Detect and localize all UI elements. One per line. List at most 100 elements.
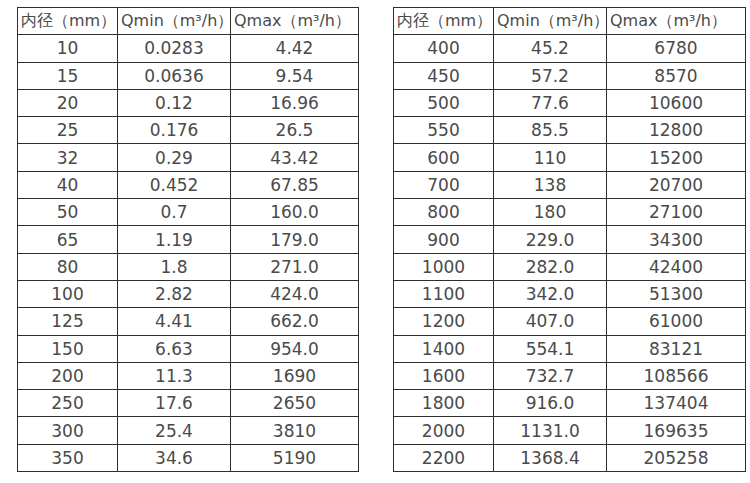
- table-row: 100.02834.42: [18, 35, 359, 62]
- column-header: Qmin（m³/h）: [118, 8, 231, 35]
- table-cell: 1400: [394, 335, 494, 362]
- table-cell: 180: [494, 199, 607, 226]
- table-cell: 137404: [607, 390, 746, 417]
- table-cell: 15200: [607, 144, 746, 171]
- table-row: 20001131.0169635: [394, 417, 746, 444]
- table-cell: 65: [18, 226, 118, 253]
- table-row: 30025.43810: [18, 417, 359, 444]
- table-cell: 424.0: [231, 280, 359, 307]
- table-cell: 407.0: [494, 308, 607, 335]
- table-cell: 40: [18, 171, 118, 198]
- table-cell: 0.7: [118, 199, 231, 226]
- table-cell: 1131.0: [494, 417, 607, 444]
- table-cell: 900: [394, 226, 494, 253]
- table-cell: 800: [394, 199, 494, 226]
- table-cell: 34300: [607, 226, 746, 253]
- column-header: 内径（mm）: [394, 8, 494, 35]
- table-row: 1254.41662.0: [18, 308, 359, 335]
- table-cell: 83121: [607, 335, 746, 362]
- table-cell: 32: [18, 144, 118, 171]
- table-cell: 16.96: [231, 89, 359, 116]
- table-cell: 600: [394, 144, 494, 171]
- column-header: Qmax（m³/h）: [607, 8, 746, 35]
- table-row: 1002.82424.0: [18, 280, 359, 307]
- table-cell: 15: [18, 62, 118, 89]
- table-cell: 57.2: [494, 62, 607, 89]
- table-cell: 108566: [607, 362, 746, 389]
- table-cell: 205258: [607, 444, 746, 471]
- table-row: 200.1216.96: [18, 89, 359, 116]
- table-row: 80018027100: [394, 199, 746, 226]
- table-cell: 3810: [231, 417, 359, 444]
- table-cell: 10600: [607, 89, 746, 116]
- table-cell: 450: [394, 62, 494, 89]
- table-row: 1100342.051300: [394, 280, 746, 307]
- table-cell: 732.7: [494, 362, 607, 389]
- table-row: 1506.63954.0: [18, 335, 359, 362]
- table-cell: 0.12: [118, 89, 231, 116]
- column-header: Qmin（m³/h）: [494, 8, 607, 35]
- table-cell: 4.41: [118, 308, 231, 335]
- table-cell: 342.0: [494, 280, 607, 307]
- table-row: 50077.610600: [394, 89, 746, 116]
- table-cell: 1200: [394, 308, 494, 335]
- table-row: 1400554.183121: [394, 335, 746, 362]
- table-row: 60011015200: [394, 144, 746, 171]
- table-cell: 350: [18, 444, 118, 471]
- table-cell: 67.85: [231, 171, 359, 198]
- table-cell: 25.4: [118, 417, 231, 444]
- table-row: 55085.512800: [394, 117, 746, 144]
- table-row: 900229.034300: [394, 226, 746, 253]
- table-cell: 1.19: [118, 226, 231, 253]
- table-cell: 2200: [394, 444, 494, 471]
- table-row: 22001368.4205258: [394, 444, 746, 471]
- table-cell: 11.3: [118, 362, 231, 389]
- table-cell: 1600: [394, 362, 494, 389]
- table-row: 1800916.0137404: [394, 390, 746, 417]
- table-cell: 0.452: [118, 171, 231, 198]
- table-cell: 125: [18, 308, 118, 335]
- table-cell: 85.5: [494, 117, 607, 144]
- table-cell: 400: [394, 35, 494, 62]
- table-cell: 0.0636: [118, 62, 231, 89]
- table-cell: 9.54: [231, 62, 359, 89]
- table-cell: 550: [394, 117, 494, 144]
- table-cell: 282.0: [494, 253, 607, 280]
- table-cell: 271.0: [231, 253, 359, 280]
- table-cell: 2.82: [118, 280, 231, 307]
- table-row: 1200407.061000: [394, 308, 746, 335]
- table-cell: 43.42: [231, 144, 359, 171]
- table-cell: 554.1: [494, 335, 607, 362]
- table-cell: 77.6: [494, 89, 607, 116]
- table-cell: 110: [494, 144, 607, 171]
- table-row: 20011.31690: [18, 362, 359, 389]
- table-cell: 0.29: [118, 144, 231, 171]
- table-cell: 150: [18, 335, 118, 362]
- table-cell: 662.0: [231, 308, 359, 335]
- table-cell: 80: [18, 253, 118, 280]
- table-cell: 0.176: [118, 117, 231, 144]
- table-row: 40045.26780: [394, 35, 746, 62]
- table-cell: 160.0: [231, 199, 359, 226]
- table-cell: 17.6: [118, 390, 231, 417]
- table-cell: 1000: [394, 253, 494, 280]
- table-cell: 179.0: [231, 226, 359, 253]
- table-cell: 2000: [394, 417, 494, 444]
- table-cell: 5190: [231, 444, 359, 471]
- table-cell: 100: [18, 280, 118, 307]
- column-header: Qmax（m³/h）: [231, 8, 359, 35]
- page: 内径（mm）Qmin（m³/h）Qmax（m³/h） 100.02834.421…: [0, 0, 750, 483]
- table-cell: 6780: [607, 35, 746, 62]
- table-cell: 50: [18, 199, 118, 226]
- table-cell: 138: [494, 171, 607, 198]
- table-row: 25017.62650: [18, 390, 359, 417]
- table-cell: 1.8: [118, 253, 231, 280]
- table-row: 35034.65190: [18, 444, 359, 471]
- table-cell: 1368.4: [494, 444, 607, 471]
- table-cell: 200: [18, 362, 118, 389]
- table-row: 1600732.7108566: [394, 362, 746, 389]
- table-cell: 20700: [607, 171, 746, 198]
- table-cell: 20: [18, 89, 118, 116]
- table-cell: 0.0283: [118, 35, 231, 62]
- table-cell: 1690: [231, 362, 359, 389]
